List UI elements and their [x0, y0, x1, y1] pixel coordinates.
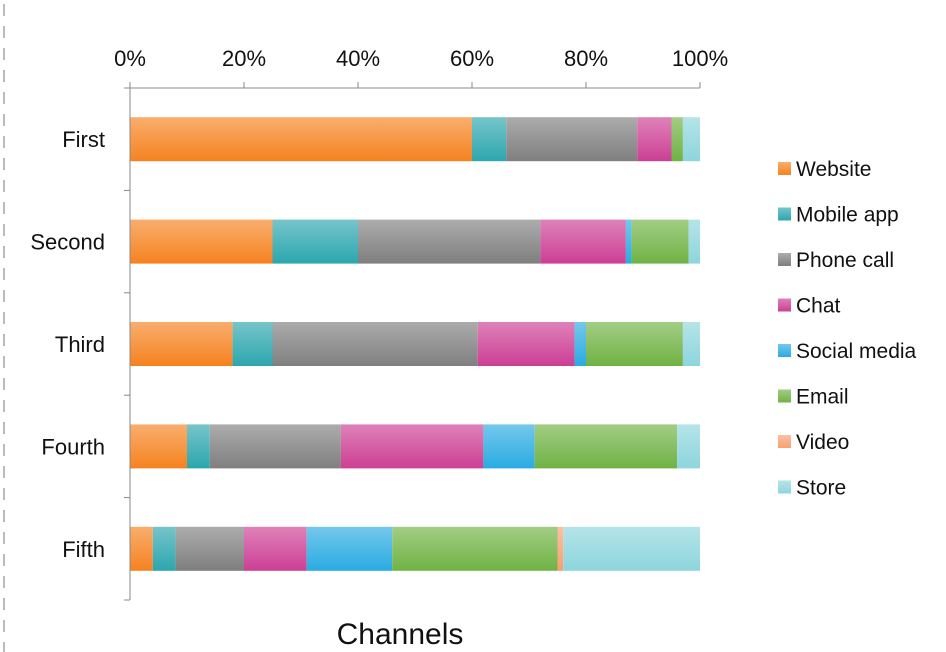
bar-fifth-chat [244, 526, 307, 571]
bar-first-website [130, 117, 472, 162]
bar-third-social-media [574, 322, 586, 366]
legend-label-mobile-app: Mobile app [796, 204, 899, 227]
x-tick-label: 40% [336, 46, 380, 71]
legend-swatch-social-media [778, 344, 791, 357]
bar-second-phone-call [358, 219, 541, 264]
legend-swatch-website [778, 162, 791, 175]
category-label: First [62, 127, 105, 152]
category-label: Fourth [41, 434, 105, 459]
x-tick-label: 0% [114, 46, 146, 71]
category-label: Second [30, 230, 105, 255]
legend-label-chat: Chat [796, 295, 841, 318]
category-labels: First Second Third Fourth Fifth [30, 127, 105, 562]
bar-fourth-email [534, 424, 678, 469]
x-tick-labels: 0% 20% 40% 60% 80% 100% [114, 46, 728, 71]
bar-fifth-store [563, 526, 700, 571]
bar-fifth-website [130, 526, 153, 571]
bar-third-website [130, 322, 233, 366]
x-tick-label: 100% [672, 46, 728, 71]
x-tick-label: 20% [222, 46, 266, 71]
bar-second-social-media [625, 219, 632, 264]
bar-third-mobile-app [232, 322, 273, 366]
legend-swatch-chat [778, 298, 791, 312]
bar-second-email [631, 219, 689, 264]
bar-fourth-phone-call [209, 424, 341, 469]
axes [124, 82, 701, 601]
bar-fifth-phone-call [175, 526, 244, 571]
x-axis-title: Channels [337, 618, 464, 651]
bar-third-store [682, 322, 700, 366]
bar-third-chat [477, 322, 575, 366]
legend-swatch-phone-call [778, 253, 791, 266]
bar-first-chat [637, 117, 672, 162]
legend-swatch-video [778, 435, 791, 448]
bar-fifth-social-media [306, 526, 393, 571]
legend-swatch-email [778, 389, 791, 403]
legend-label-website: Website [796, 158, 871, 181]
category-label: Third [55, 332, 105, 357]
x-tick-label: 80% [564, 46, 608, 71]
bar-fifth-email [392, 526, 558, 571]
bar-first-email [671, 117, 683, 162]
bar-second-store [688, 219, 700, 264]
bar-third-email [586, 322, 683, 366]
bar-first-phone-call [506, 117, 638, 162]
legend-label-phone-call: Phone call [796, 249, 894, 272]
bar-fourth-website [130, 424, 187, 469]
bar-third-phone-call [272, 322, 478, 366]
bar-fourth-mobile-app [187, 424, 210, 469]
legend-label-store: Store [796, 477, 846, 500]
bar-fourth-store [677, 424, 700, 469]
category-label: Fifth [62, 537, 105, 562]
bar-first-store [682, 117, 700, 162]
bar-second-chat [540, 219, 626, 264]
legend-label-email: Email [796, 386, 849, 409]
x-tick-label: 60% [450, 46, 494, 71]
legend-label-social-media: Social media [796, 340, 917, 363]
bars [130, 117, 700, 571]
bar-fifth-mobile-app [152, 526, 176, 571]
bar-second-mobile-app [272, 219, 358, 264]
legend: Website Mobile app Phone call Chat Social me… [778, 158, 917, 500]
legend-swatch-store [778, 480, 791, 494]
bar-second-website [130, 219, 273, 264]
legend-swatch-mobile-app [778, 207, 791, 221]
bar-fifth-video [557, 526, 564, 571]
bar-fourth-chat [340, 424, 484, 469]
bar-first-mobile-app [472, 117, 507, 162]
bar-fourth-social-media [483, 424, 535, 469]
legend-label-video: Video [796, 431, 849, 454]
